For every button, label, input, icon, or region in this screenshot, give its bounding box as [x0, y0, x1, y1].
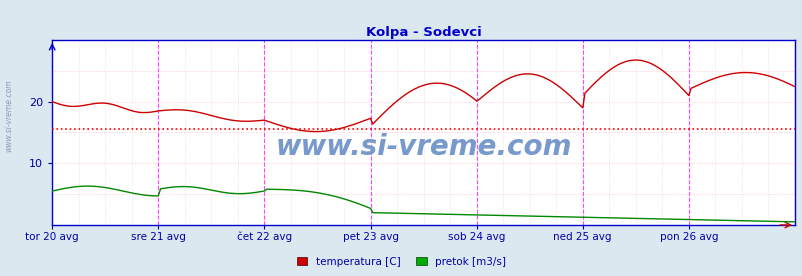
Legend: temperatura [C], pretok [m3/s]: temperatura [C], pretok [m3/s] [293, 253, 509, 271]
Text: www.si-vreme.com: www.si-vreme.com [4, 79, 13, 152]
Title: Kolpa - Sodevci: Kolpa - Sodevci [365, 26, 481, 39]
Text: www.si-vreme.com: www.si-vreme.com [275, 133, 571, 161]
